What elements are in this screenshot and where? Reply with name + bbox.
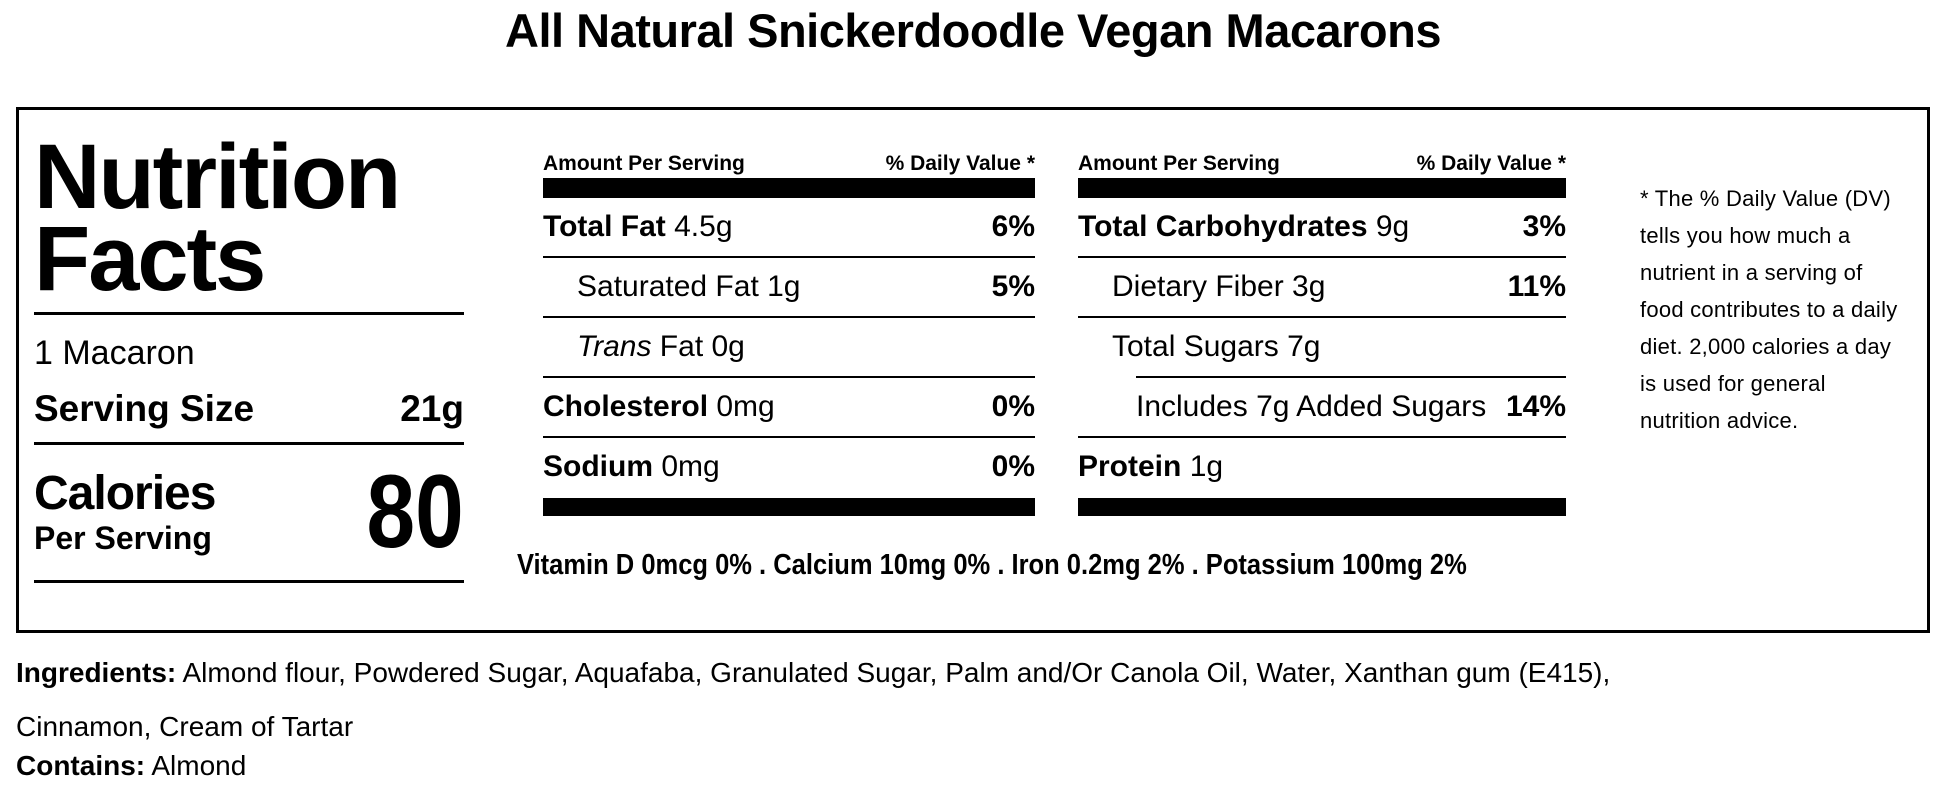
thick-separator-bar	[1078, 498, 1566, 516]
divider	[1078, 316, 1566, 318]
column-header: Amount Per Serving % Daily Value *	[1078, 150, 1566, 176]
calories-sublabel: Per Serving	[34, 520, 212, 556]
ingredients-label: Ingredients:	[16, 657, 177, 688]
daily-value-header: % Daily Value *	[885, 152, 1035, 175]
nutrient-row: Trans Fat 0g	[543, 318, 1035, 376]
ingredients-text: Almond flour, Powdered Sugar, Aquafaba, …	[16, 657, 1611, 742]
divider	[34, 580, 464, 583]
contains-text: Almond	[145, 750, 247, 781]
micronutrients-line: Vitamin D 0mcg 0% . Calcium 10mg 0% . Ir…	[517, 549, 1467, 581]
nutrient-dv: 3%	[1522, 210, 1566, 243]
calories-label-block: Calories Per Serving	[34, 467, 216, 557]
serving-description: 1 Macaron	[34, 334, 195, 372]
calories-row: Calories Per Serving 80	[34, 454, 464, 570]
calories-value: 80	[366, 454, 464, 570]
divider	[1078, 256, 1566, 258]
divider	[543, 256, 1035, 258]
daily-value-header: % Daily Value *	[1416, 152, 1566, 175]
nutrient-name: Total Carbohydrates 9g	[1078, 210, 1410, 243]
divider	[34, 312, 464, 315]
nutrition-facts-heading: Nutrition Facts	[34, 126, 401, 310]
nutrient-name: Dietary Fiber 3g	[1112, 270, 1326, 303]
nutrient-dv: 0%	[991, 390, 1035, 423]
nutrient-name: Total Sugars 7g	[1112, 330, 1321, 363]
nutrient-name: Protein 1g	[1078, 450, 1224, 483]
calories-label: Calories	[34, 467, 216, 520]
thick-separator-bar	[1078, 178, 1566, 198]
nutrient-row: Sodium 0mg 0%	[543, 438, 1035, 496]
nutrient-column-carbs: Amount Per Serving % Daily Value * Total…	[1078, 150, 1566, 516]
nutrient-name: Sodium 0mg	[543, 450, 720, 483]
contains-label: Contains:	[16, 750, 146, 781]
page-title: All Natural Snickerdoodle Vegan Macarons	[505, 4, 1441, 57]
nutrient-dv: 6%	[991, 210, 1035, 243]
nutrient-name: Includes 7g Added Sugars	[1136, 390, 1487, 423]
nutrient-row: Total Fat 4.5g 6%	[543, 198, 1035, 256]
nutrient-row: Protein 1g	[1078, 438, 1566, 496]
divider	[543, 436, 1035, 438]
nutrient-row: Total Sugars 7g	[1078, 318, 1566, 376]
nutrient-row: Total Carbohydrates 9g 3%	[1078, 198, 1566, 256]
nutrient-row: Cholesterol 0mg 0%	[543, 378, 1035, 436]
nutrient-column-fat: Amount Per Serving % Daily Value * Total…	[543, 150, 1035, 516]
serving-size-value: 21g	[400, 388, 464, 429]
nutrient-name: Cholesterol 0mg	[543, 390, 775, 423]
nutrient-dv: 0%	[991, 450, 1035, 483]
divider	[543, 316, 1035, 318]
daily-value-footnote: * The % Daily Value (DV) tells you how m…	[1640, 186, 1898, 433]
nutrient-name: Saturated Fat 1g	[577, 270, 801, 303]
column-header: Amount Per Serving % Daily Value *	[543, 150, 1035, 176]
contains-line: Contains: Almond	[16, 744, 1716, 788]
nutrient-row: Dietary Fiber 3g 11%	[1078, 258, 1566, 316]
divider	[34, 442, 464, 445]
nutrient-dv: 11%	[1507, 270, 1566, 303]
divider	[1078, 436, 1566, 438]
divider	[1136, 376, 1566, 378]
nutrition-label-box: Nutrition Facts 1 Macaron Serving Size 2…	[16, 107, 1930, 633]
amount-per-serving-header: Amount Per Serving	[543, 152, 745, 175]
nutrient-dv: 14%	[1505, 390, 1566, 423]
nutrient-name: Trans Fat 0g	[577, 330, 745, 363]
thick-separator-bar	[543, 178, 1035, 198]
nutrient-row: Saturated Fat 1g 5%	[543, 258, 1035, 316]
divider	[543, 376, 1035, 378]
serving-size-row: Serving Size 21g	[34, 386, 464, 432]
amount-per-serving-header: Amount Per Serving	[1078, 152, 1280, 175]
nutrient-name: Total Fat 4.5g	[543, 210, 733, 243]
serving-size-label: Serving Size	[34, 388, 255, 429]
nutrient-dv: 5%	[991, 270, 1035, 303]
thick-separator-bar	[543, 498, 1035, 516]
ingredients-line: Ingredients: Almond flour, Powdered Suga…	[16, 646, 1716, 754]
label-left-column: Nutrition Facts 1 Macaron Serving Size 2…	[34, 110, 466, 630]
nutrient-row: Includes 7g Added Sugars 14%	[1078, 378, 1566, 436]
